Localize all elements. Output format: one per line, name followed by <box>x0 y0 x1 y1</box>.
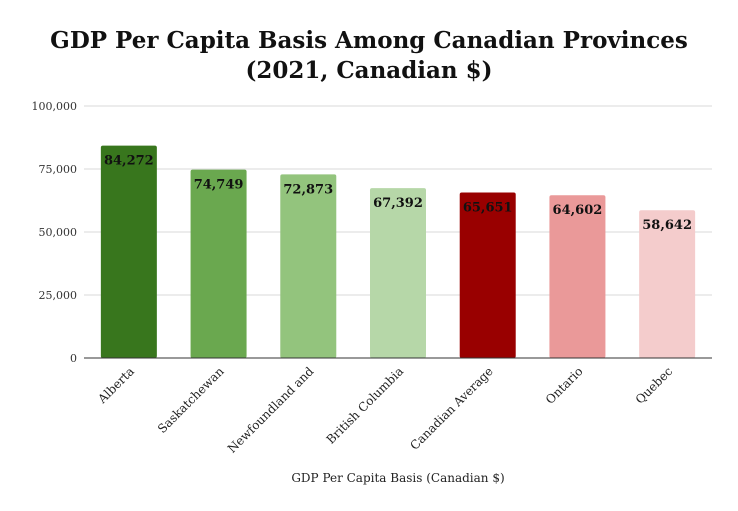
y-axis-ticks: 0 25,000 50,000 75,000 100,000 <box>32 100 78 365</box>
category-label: Quebec <box>633 364 676 407</box>
chart-title: GDP Per Capita Basis Among Canadian Prov… <box>0 26 738 86</box>
y-tick-label: 100,000 <box>32 100 78 113</box>
bar <box>370 188 426 358</box>
bar <box>459 192 516 358</box>
bar <box>639 210 696 358</box>
x-axis-title: GDP Per Capita Basis (Canadian $) <box>291 471 504 485</box>
category-label: Alberta <box>95 364 137 406</box>
category-label: Canadian Average <box>407 364 496 453</box>
y-tick-label: 50,000 <box>39 226 78 239</box>
bar-value-label: 84,272 <box>104 154 154 169</box>
bar-value-label: 64,602 <box>553 203 603 218</box>
category-label: Newfoundland and <box>225 364 317 456</box>
bar-value-label: 67,392 <box>373 196 423 211</box>
bar <box>100 145 157 358</box>
bar-value-label: 74,749 <box>194 178 244 193</box>
bar <box>190 169 247 358</box>
bars <box>100 145 696 358</box>
bar-value-label: 72,873 <box>283 182 333 197</box>
bar <box>280 174 337 358</box>
bar <box>549 195 606 358</box>
data-labels: 84,272 74,749 72,873 67,392 65,651 64,602 58,6… <box>104 154 692 234</box>
category-label: Ontario <box>543 364 586 407</box>
bar-value-label: 65,651 <box>463 201 513 216</box>
y-tick-label: 0 <box>70 352 77 365</box>
chart-title-line-2: (2021, Canadian $) <box>245 57 493 84</box>
chart-title-line-1: GDP Per Capita Basis Among Canadian Prov… <box>50 27 688 54</box>
category-label: British Columbia <box>324 364 407 447</box>
y-tick-label: 75,000 <box>39 163 78 176</box>
y-tick-label: 25,000 <box>39 289 78 302</box>
category-label: Saskatchewan <box>155 364 227 436</box>
bar-value-label: 58,642 <box>642 218 692 233</box>
